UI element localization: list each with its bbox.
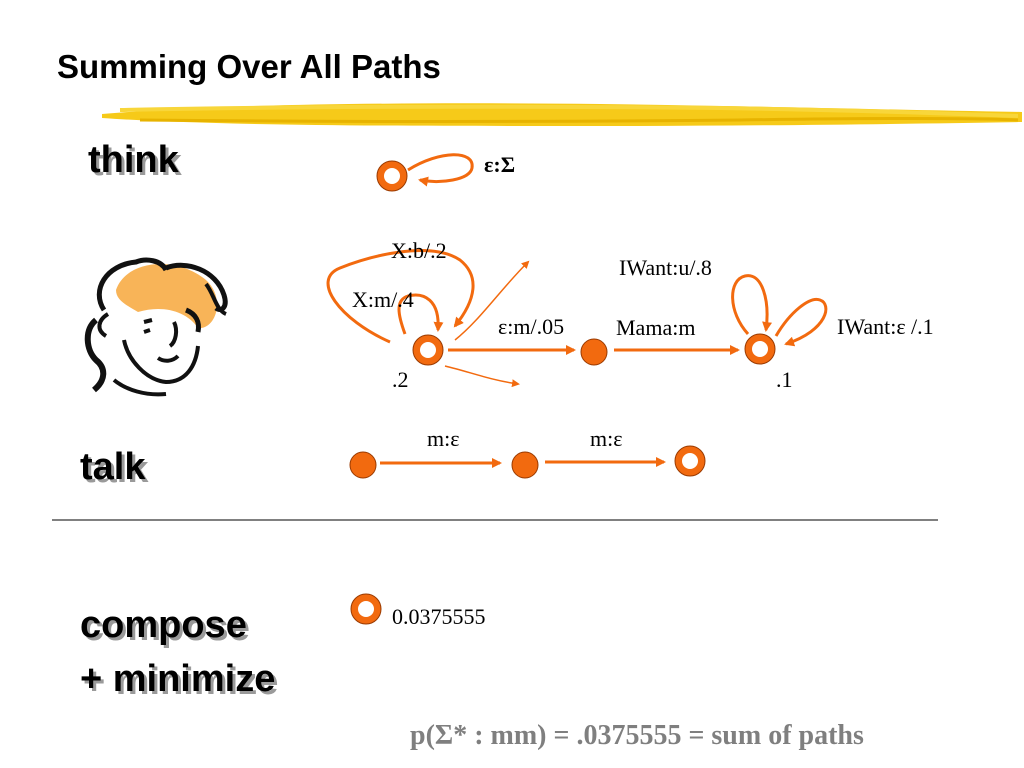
final-weight-end: .1 — [776, 367, 793, 392]
talk-arc1-label: m:ε — [427, 426, 460, 451]
footer-equation: p(Σ* : mm) = .0375555 = sum of paths — [410, 720, 864, 751]
think-loop-label: ε:Σ — [484, 152, 516, 177]
talk-fst — [349, 445, 706, 479]
minimize-label: + minimize — [80, 658, 276, 700]
talk-state-2 — [511, 451, 539, 479]
think-fst — [376, 153, 474, 192]
face-clipart-icon — [84, 257, 228, 397]
model-state-middle — [580, 338, 608, 366]
arc-label-iwant-u: IWant:u/.8 — [619, 255, 712, 280]
talk-arc2-label: m:ε — [590, 426, 623, 451]
compose-result-value: 0.0375555 — [392, 604, 486, 629]
arc-label-iwant-eps: IWant:ε /.1 — [837, 314, 934, 339]
model-fst — [326, 249, 828, 388]
arc-label-xm: X:m/.4 — [352, 287, 414, 312]
highlighter-stroke-icon — [102, 103, 1022, 126]
talk-label: talk — [80, 446, 146, 488]
arc-label-em: ε:m/.05 — [498, 314, 565, 339]
think-self-loop — [407, 153, 474, 187]
compose-label: compose — [80, 604, 247, 646]
final-weight-start: .2 — [392, 367, 409, 392]
arc-label-xb: X:b/.2 — [391, 238, 447, 263]
page-title: Summing Over All Paths — [57, 48, 441, 85]
think-label: think — [88, 139, 179, 181]
arc-label-mama: Mama:m — [616, 315, 696, 340]
talk-state-1 — [349, 451, 377, 479]
compose-fst — [350, 593, 382, 625]
